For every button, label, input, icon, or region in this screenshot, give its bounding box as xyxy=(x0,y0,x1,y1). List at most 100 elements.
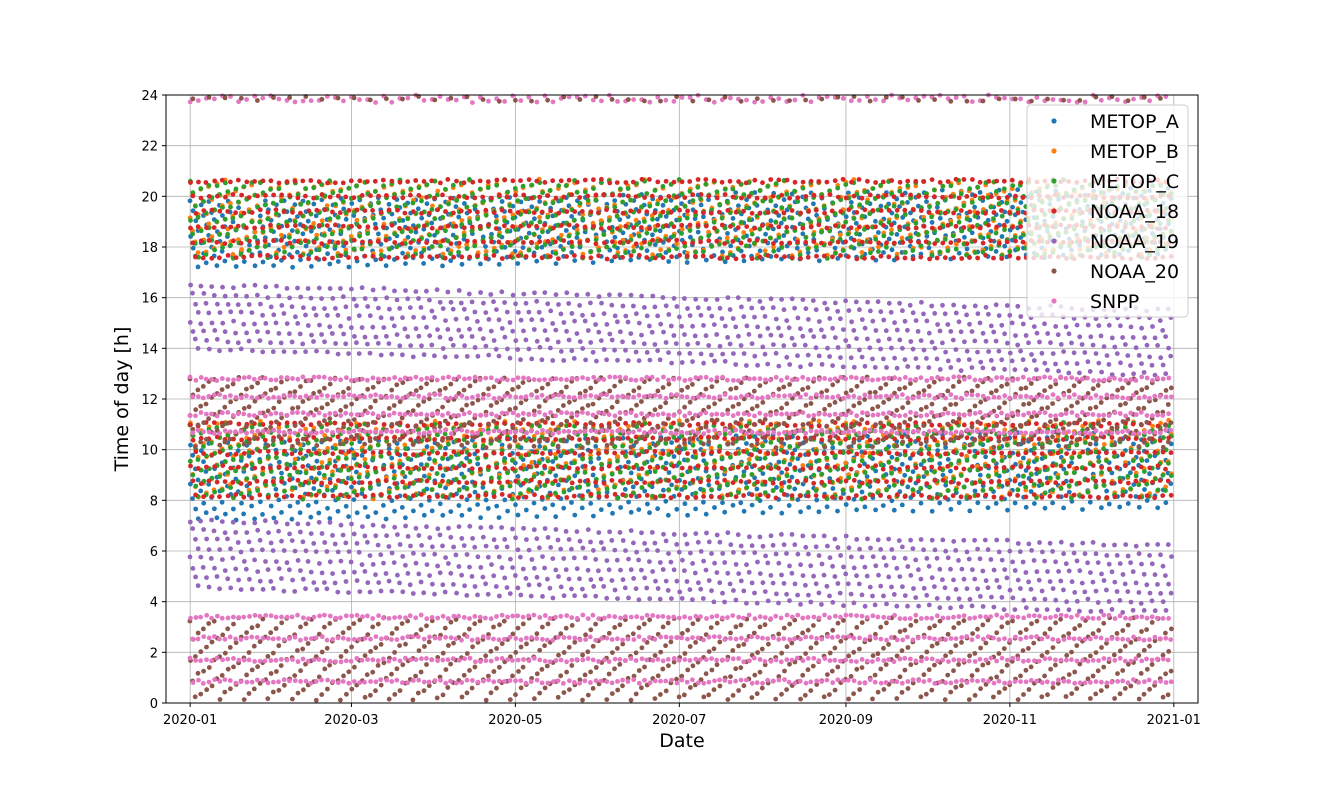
point-noaa_18-day xyxy=(765,253,771,258)
point-metop_c-day xyxy=(653,227,658,233)
point-noaa_18-day xyxy=(564,254,569,259)
point-noaa_18-day xyxy=(582,177,588,183)
point-metop_c-night xyxy=(505,470,510,476)
point-noaa_18-day xyxy=(464,195,470,201)
point-noaa_18-day xyxy=(884,240,889,246)
point-metop_c-day xyxy=(830,200,836,206)
point-noaa_18-day xyxy=(300,178,306,184)
point-noaa_18-day xyxy=(759,223,765,228)
point-metop_a-night xyxy=(214,515,220,521)
point-metop_a-night xyxy=(219,499,225,505)
point-noaa_18-day xyxy=(612,208,618,214)
point-noaa_18-day xyxy=(749,256,755,262)
point-noaa_18-day xyxy=(190,240,196,246)
point-metop_a-night xyxy=(722,509,728,515)
point-metop_c-day xyxy=(254,244,260,250)
point-metop_a-night xyxy=(983,454,988,460)
point-metop_a-night xyxy=(703,511,709,517)
point-metop_a-day xyxy=(563,228,569,233)
point-noaa_18-day xyxy=(644,209,650,215)
point-metop_c-day xyxy=(220,245,225,251)
point-metop_c-day xyxy=(410,200,416,206)
point-noaa_18-day xyxy=(233,255,239,260)
point-noaa_18-day xyxy=(306,256,311,262)
point-metop_a-day xyxy=(289,228,295,234)
point-noaa_18-day xyxy=(666,194,672,199)
point-metop_a-day xyxy=(728,243,734,249)
point-noaa_18-day xyxy=(674,237,680,243)
point-noaa_18-day xyxy=(902,255,908,261)
point-noaa_18-day xyxy=(440,238,446,244)
point-noaa_18-day xyxy=(851,237,857,243)
point-metop_a-day xyxy=(241,259,247,264)
point-metop_a-night xyxy=(663,498,669,504)
point-metop_c-day xyxy=(427,232,433,238)
point-metop_c-day xyxy=(620,199,626,205)
point-noaa_18-day xyxy=(830,254,835,260)
point-metop_a-night xyxy=(440,473,446,478)
point-metop_c-day xyxy=(542,201,548,207)
point-noaa_18-day xyxy=(521,192,527,198)
point-noaa_18-day xyxy=(195,224,201,230)
point-noaa_18-day xyxy=(531,210,537,216)
point-metop_a-day xyxy=(609,258,615,264)
point-metop_a-night xyxy=(459,512,465,518)
point-metop_a-day xyxy=(292,202,298,208)
point-metop_c-day xyxy=(212,247,218,253)
point-noaa_18-day xyxy=(337,210,343,216)
point-metop_c-night xyxy=(359,487,365,493)
point-metop_a-night xyxy=(1155,505,1161,511)
point-noaa_18-day xyxy=(223,194,228,200)
point-metop_a-day xyxy=(939,187,945,193)
point-noaa_18-day xyxy=(319,192,325,197)
point-metop_c-night xyxy=(849,488,855,493)
point-metop_c-day xyxy=(717,202,723,208)
point-metop_a-night xyxy=(389,455,395,461)
point-metop_a-day xyxy=(688,234,693,240)
point-metop_a-day xyxy=(607,247,613,253)
point-noaa_18-day xyxy=(918,208,924,214)
point-noaa_18-day xyxy=(803,194,809,199)
point-noaa_18-day xyxy=(577,195,583,200)
point-metop_c-night xyxy=(924,469,929,475)
point-metop_a-night xyxy=(399,505,405,510)
point-metop_c-night xyxy=(1147,453,1153,459)
point-metop_a-day xyxy=(257,213,263,219)
point-noaa_18-day xyxy=(889,178,895,183)
point-metop_a-day xyxy=(236,205,242,211)
point-metop_c-night xyxy=(878,462,884,468)
point-metop_c-day xyxy=(446,201,451,207)
point-metop_c-day xyxy=(230,215,236,221)
point-noaa_18-day xyxy=(274,255,279,261)
point-metop_c-day xyxy=(945,248,951,254)
point-metop_a-night xyxy=(276,497,282,503)
point-metop_c-day xyxy=(884,244,889,250)
point-metop_c-night xyxy=(561,489,567,495)
point-metop_a-night xyxy=(830,445,836,450)
point-noaa_18-day xyxy=(529,195,535,201)
point-metop_a-night xyxy=(201,459,206,465)
point-metop_a-day xyxy=(553,261,559,266)
point-noaa_18-day xyxy=(747,237,752,243)
point-metop_c-night xyxy=(935,442,941,448)
point-metop_c-day xyxy=(580,216,586,222)
point-metop_c-day xyxy=(333,201,338,207)
point-noaa_18-day xyxy=(623,223,629,229)
point-metop_c-day xyxy=(738,219,744,225)
point-noaa_18-day xyxy=(824,225,830,231)
point-metop_a-day xyxy=(309,264,314,269)
point-metop_c-day xyxy=(214,219,220,225)
point-metop_a-night xyxy=(588,501,594,506)
point-metop_a-day xyxy=(706,197,711,203)
point-metop_c-day xyxy=(805,246,811,252)
point-noaa_18-day xyxy=(752,225,758,231)
point-metop_a-day xyxy=(429,220,435,226)
point-noaa_18-day xyxy=(934,255,940,261)
point-noaa_18-day xyxy=(620,254,625,260)
point-metop_a-night xyxy=(671,454,677,459)
point-metop_c-night xyxy=(693,490,699,496)
point-noaa_18-day xyxy=(873,224,878,230)
point-metop_c-night xyxy=(501,458,507,464)
point-metop_a-day xyxy=(794,245,800,251)
point-noaa_18-day xyxy=(970,224,975,230)
